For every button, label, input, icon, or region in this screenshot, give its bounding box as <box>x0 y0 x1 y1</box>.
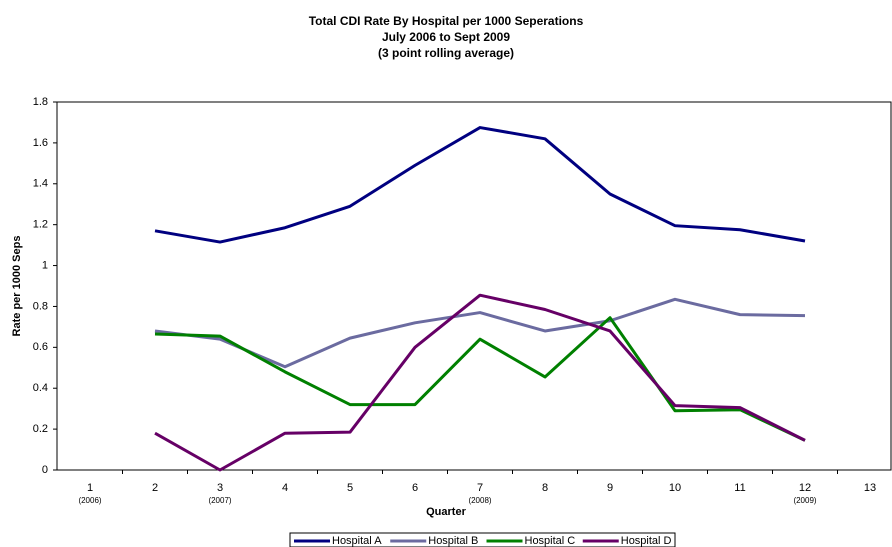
y-axis-label: Rate per 1000 Seps <box>11 236 23 337</box>
x-tick-label: 1 <box>87 482 93 494</box>
x-tick-label: 12 <box>799 482 811 494</box>
x-tick-label: 2 <box>152 482 158 494</box>
series-line <box>154 297 806 369</box>
chart-title: Total CDI Rate By Hospital per 1000 Sepe… <box>309 14 584 28</box>
y-tick-label: 1.8 <box>33 96 48 108</box>
x-tick-label: 13 <box>864 482 876 494</box>
y-tick-label: 1.4 <box>33 178 48 190</box>
y-tick-label: 1.6 <box>33 137 48 149</box>
x-tick-label: 11 <box>734 482 745 494</box>
x-tick-sublabel: (2009) <box>793 496 816 505</box>
series-line <box>154 316 806 442</box>
y-tick-label: 0.6 <box>33 341 48 353</box>
x-tick-label: 4 <box>282 482 288 494</box>
x-tick-label: 6 <box>412 482 418 494</box>
y-tick-label: 1.2 <box>33 219 48 231</box>
y-tick-label: 0.8 <box>33 300 48 312</box>
legend-label: Hospital C <box>525 535 576 547</box>
plot-frame <box>56 101 892 471</box>
legend-box <box>289 532 676 547</box>
x-tick-label: 8 <box>542 482 548 494</box>
x-tick-label: 10 <box>669 482 681 494</box>
chart-subtitle: (3 point rolling average) <box>378 46 514 60</box>
x-axis-label: Quarter <box>426 506 466 518</box>
legend-label: Hospital B <box>428 535 478 547</box>
chart-subtitle: July 2006 to Sept 2009 <box>382 30 510 44</box>
series-line <box>154 293 806 472</box>
series-line <box>154 126 806 244</box>
x-tick-sublabel: (2007) <box>208 496 231 505</box>
y-tick-label: 0 <box>42 464 48 476</box>
x-tick-sublabel: (2006) <box>78 496 101 505</box>
x-tick-label: 7 <box>477 482 483 494</box>
y-tick-label: 0.2 <box>33 423 48 435</box>
legend-label: Hospital D <box>621 535 672 547</box>
x-tick-sublabel: (2008) <box>468 496 491 505</box>
y-tick-label: 1 <box>42 259 48 271</box>
y-tick-label: 0.4 <box>33 382 48 394</box>
legend-label: Hospital A <box>332 535 382 547</box>
x-tick-label: 9 <box>607 482 613 494</box>
x-tick-label: 5 <box>347 482 353 494</box>
x-tick-label: 3 <box>217 482 223 494</box>
